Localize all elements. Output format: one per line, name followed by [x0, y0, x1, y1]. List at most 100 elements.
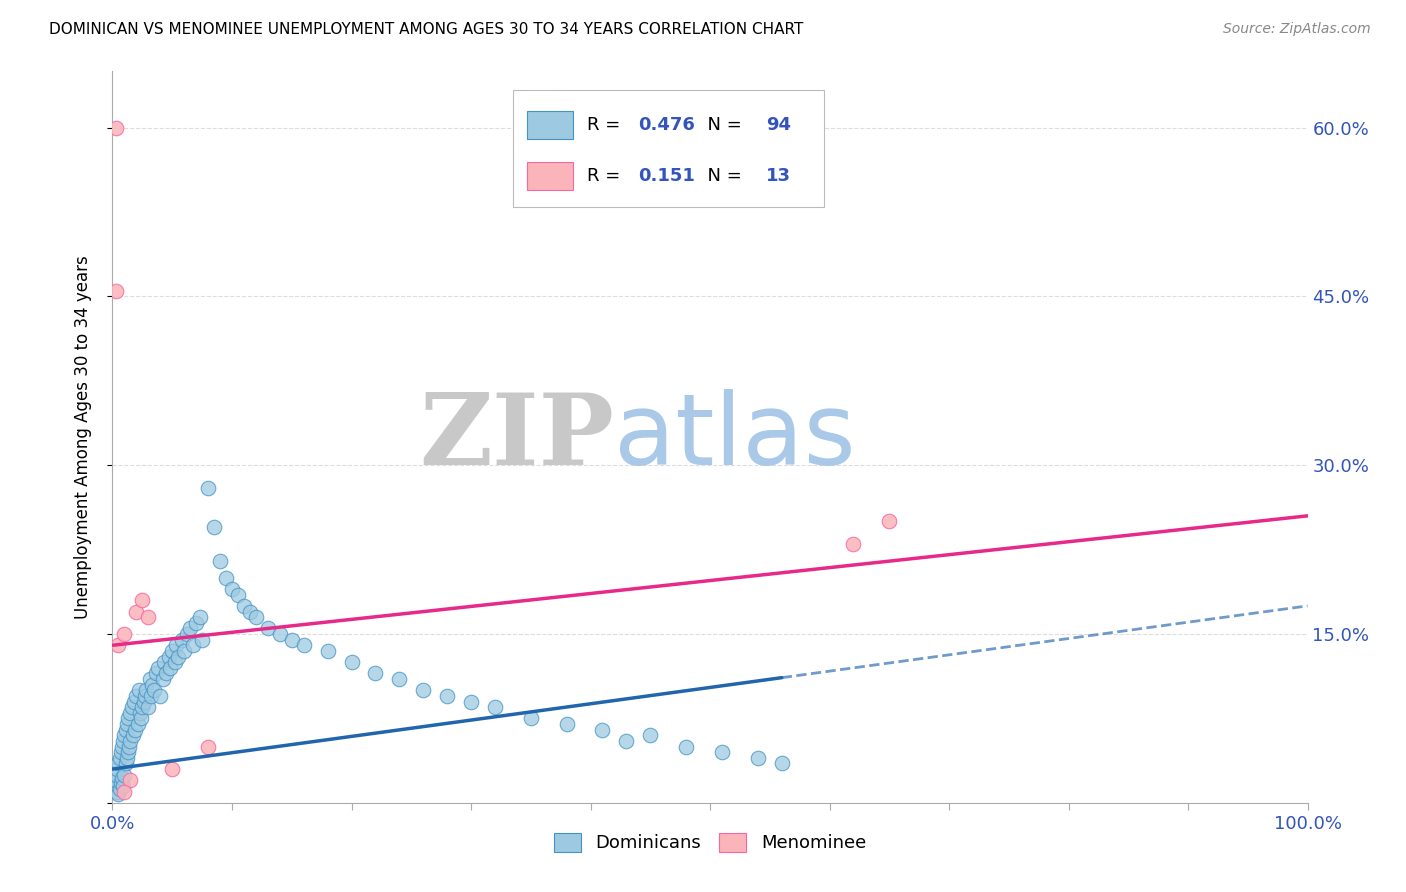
- Point: [179, 621, 201, 635]
- Point: [520, 711, 543, 725]
- FancyBboxPatch shape: [527, 111, 572, 138]
- Text: atlas: atlas: [614, 389, 856, 485]
- Point: [239, 605, 262, 619]
- Point: [114, 767, 135, 781]
- Point: [215, 571, 238, 585]
- Point: [120, 773, 142, 788]
- Point: [120, 706, 142, 720]
- Point: [129, 711, 152, 725]
- Point: [138, 610, 160, 624]
- Point: [108, 751, 131, 765]
- Point: [197, 739, 219, 754]
- Point: [186, 615, 208, 630]
- Point: [124, 723, 146, 737]
- Point: [110, 745, 132, 759]
- Text: ZIP: ZIP: [419, 389, 614, 485]
- Text: DOMINICAN VS MENOMINEE UNEMPLOYMENT AMONG AGES 30 TO 34 YEARS CORRELATION CHART: DOMINICAN VS MENOMINEE UNEMPLOYMENT AMON…: [49, 22, 804, 37]
- Point: [105, 784, 128, 798]
- Point: [149, 689, 172, 703]
- Point: [121, 728, 143, 742]
- Y-axis label: Unemployment Among Ages 30 to 34 years: Unemployment Among Ages 30 to 34 years: [73, 255, 91, 619]
- Point: [162, 762, 183, 776]
- Point: [122, 694, 145, 708]
- Point: [153, 655, 176, 669]
- Point: [131, 593, 153, 607]
- Point: [107, 787, 129, 801]
- Point: [340, 655, 363, 669]
- Point: [209, 554, 232, 568]
- Point: [879, 515, 901, 529]
- Text: R =: R =: [586, 167, 626, 185]
- Point: [108, 782, 131, 797]
- Point: [114, 784, 135, 798]
- Point: [281, 632, 304, 647]
- Point: [157, 649, 180, 664]
- Point: [675, 739, 697, 754]
- Point: [640, 728, 662, 742]
- Point: [170, 632, 193, 647]
- Point: [120, 734, 142, 748]
- Point: [115, 717, 138, 731]
- Point: [292, 638, 315, 652]
- Point: [114, 728, 135, 742]
- Point: [125, 605, 148, 619]
- Point: [173, 644, 195, 658]
- Point: [162, 644, 183, 658]
- Point: [176, 627, 198, 641]
- Point: [107, 638, 129, 652]
- Point: [138, 672, 160, 686]
- Text: N =: N =: [696, 116, 747, 134]
- Point: [146, 661, 169, 675]
- Point: [460, 694, 482, 708]
- Point: [138, 700, 160, 714]
- Text: N =: N =: [696, 167, 747, 185]
- Point: [226, 588, 249, 602]
- Point: [110, 775, 132, 789]
- Point: [592, 723, 614, 737]
- Point: [165, 638, 187, 652]
- Point: [111, 739, 134, 754]
- Point: [842, 537, 865, 551]
- Point: [163, 655, 186, 669]
- Point: [616, 734, 638, 748]
- Point: [711, 745, 734, 759]
- Point: [117, 711, 139, 725]
- Point: [143, 683, 166, 698]
- Point: [145, 666, 167, 681]
- Point: [181, 638, 204, 652]
- Point: [128, 683, 150, 698]
- Point: [257, 621, 280, 635]
- Point: [104, 773, 127, 788]
- Point: [134, 689, 156, 703]
- Point: [139, 689, 162, 703]
- Point: [555, 717, 578, 731]
- Point: [105, 762, 128, 776]
- Point: [131, 700, 153, 714]
- Point: [129, 706, 152, 720]
- Point: [117, 745, 139, 759]
- Text: R =: R =: [586, 116, 626, 134]
- Point: [141, 678, 163, 692]
- Point: [202, 520, 225, 534]
- Point: [111, 771, 134, 785]
- Point: [167, 649, 190, 664]
- Point: [114, 756, 136, 771]
- Point: [105, 284, 128, 298]
- Legend: Dominicans, Menominee: Dominicans, Menominee: [547, 826, 873, 860]
- Point: [316, 644, 339, 658]
- Point: [121, 700, 143, 714]
- Point: [112, 779, 135, 793]
- Point: [436, 689, 458, 703]
- Point: [115, 751, 138, 765]
- FancyBboxPatch shape: [527, 162, 572, 190]
- Point: [412, 683, 434, 698]
- Point: [191, 632, 214, 647]
- Point: [188, 610, 211, 624]
- Point: [245, 610, 267, 624]
- Point: [105, 779, 128, 793]
- Point: [770, 756, 793, 771]
- Text: 94: 94: [766, 116, 792, 134]
- Point: [269, 627, 291, 641]
- Point: [484, 700, 506, 714]
- Point: [107, 756, 129, 771]
